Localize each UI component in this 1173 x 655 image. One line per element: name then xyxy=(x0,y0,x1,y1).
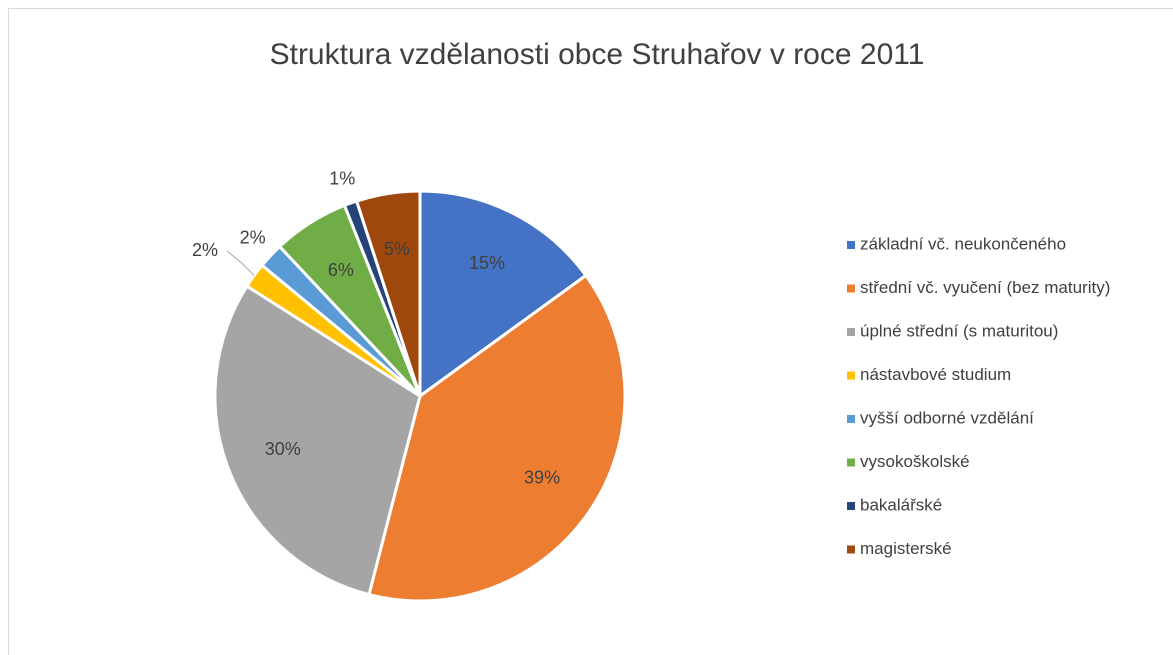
legend-swatch xyxy=(847,545,855,554)
legend-swatch xyxy=(847,502,855,510)
legend-label: úplné střední (s maturitou) xyxy=(860,321,1058,340)
legend-swatch xyxy=(847,415,855,423)
legend-swatch xyxy=(847,328,855,336)
leader-line xyxy=(226,250,255,276)
legend-swatch xyxy=(847,371,855,380)
data-label: 30% xyxy=(265,439,301,459)
legend-swatch xyxy=(847,241,855,249)
pie-slice xyxy=(418,189,588,399)
legend-label: nástavbové studium xyxy=(860,365,1011,384)
legend-label: střední vč. vyučení (bez maturity) xyxy=(860,278,1110,297)
legend-label: vysokoškolské xyxy=(860,452,970,471)
legend-label: magisterské xyxy=(860,539,952,558)
pie-slice xyxy=(213,284,422,597)
legend-label: vyšší odborné vzdělání xyxy=(860,408,1034,427)
data-label: 39% xyxy=(524,468,560,488)
data-label: 1% xyxy=(329,169,355,189)
data-label: 2% xyxy=(192,240,218,260)
pie-slice xyxy=(354,189,422,397)
data-label: 2% xyxy=(240,228,266,248)
legend-label: základní vč. neukončeného xyxy=(860,234,1066,253)
legend-swatch xyxy=(847,458,855,467)
data-label: 5% xyxy=(384,239,410,259)
legend-swatch xyxy=(847,284,855,293)
legend-label: bakalářské xyxy=(860,495,942,514)
data-label: 15% xyxy=(469,253,505,273)
pie-slice xyxy=(367,273,627,603)
data-label: 6% xyxy=(328,260,354,280)
chart-title: Struktura vzdělanosti obce Struhařov v r… xyxy=(270,38,925,71)
